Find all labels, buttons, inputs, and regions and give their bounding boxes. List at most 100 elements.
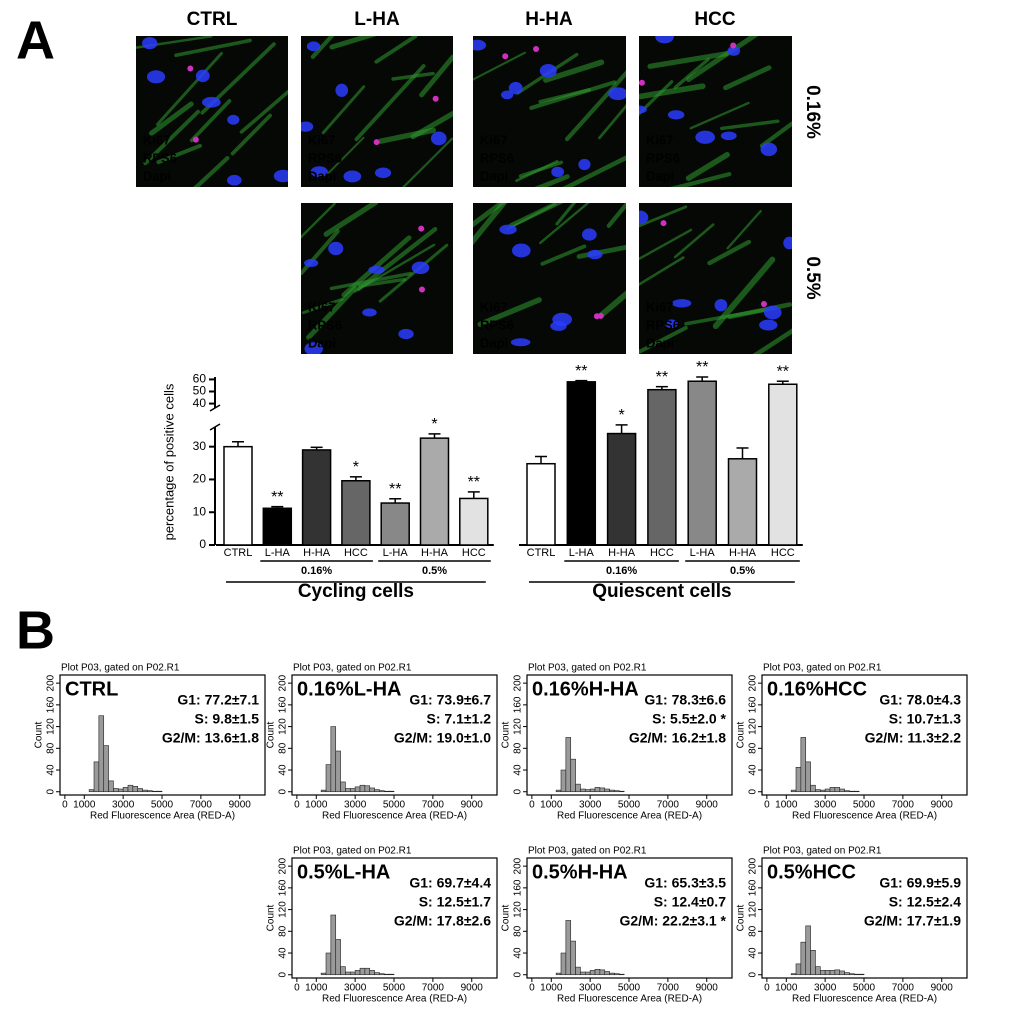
cell-fiber	[329, 36, 377, 50]
y-tick-label: 160	[513, 879, 524, 896]
stain-label: Dapi	[308, 168, 336, 183]
ki67-spot	[597, 312, 604, 319]
bar	[380, 502, 410, 546]
x-tick-label: H-HA	[608, 547, 636, 559]
cell-fiber	[473, 203, 508, 246]
histogram-bar	[383, 973, 390, 976]
cell-fiber	[419, 54, 453, 98]
histogram-bar	[594, 969, 601, 976]
cell-fiber	[606, 203, 626, 228]
x-tick-label: 0	[294, 800, 300, 811]
nucleus	[343, 170, 362, 183]
histogram-bar	[379, 973, 385, 976]
histogram-bar	[599, 969, 606, 976]
nucleus	[581, 228, 597, 241]
annotation: G2/M: 22.2±3.1 *	[619, 913, 726, 929]
cell-fiber	[752, 328, 792, 354]
histogram-bar	[335, 939, 341, 976]
nucleus	[550, 321, 567, 331]
nucleus	[759, 319, 778, 331]
histogram-bar	[575, 783, 581, 793]
significance-label: **	[777, 363, 789, 380]
histogram-bar	[800, 737, 807, 793]
nucleus	[335, 83, 349, 97]
cell-fiber	[356, 227, 438, 291]
x-tick-label: 1000	[305, 800, 328, 811]
x-tick-label: 9000	[931, 800, 954, 811]
y-tick-label: 20	[193, 472, 207, 486]
histogram-bar	[618, 973, 625, 976]
x-axis-label: Red Fluorescence Area (RED-A)	[322, 811, 467, 822]
stain-label: Dapi	[646, 168, 674, 183]
stain-label: Ki67	[646, 132, 673, 147]
y-tick-label: 200	[513, 674, 524, 691]
significance-label: **	[656, 369, 668, 386]
y-tick-label: 200	[278, 674, 289, 691]
cell-fiber	[327, 136, 365, 175]
histogram-bar	[604, 788, 610, 793]
y-tick-label: 160	[748, 879, 759, 896]
x-tick-label: 7000	[190, 800, 213, 811]
nucleus	[227, 114, 240, 125]
cell-fiber	[193, 156, 230, 187]
annotation: S: 12.4±0.7	[654, 894, 726, 910]
stain-label: RPS6	[308, 150, 342, 165]
nucleus	[195, 69, 210, 83]
y-axis-label: Count	[34, 721, 45, 748]
x-tick-label: 5000	[618, 983, 641, 994]
histogram-bar	[609, 972, 615, 976]
x-tick-label: L-HA	[690, 547, 716, 559]
cell-fiber	[378, 127, 437, 144]
significance-label: **	[468, 474, 480, 491]
histogram-bar	[156, 790, 163, 793]
cell-fiber	[310, 36, 335, 60]
y-tick-label: 160	[278, 879, 289, 896]
nucleus	[720, 131, 737, 141]
nucleus	[695, 130, 716, 144]
nucleus	[398, 328, 414, 340]
cell-fiber	[473, 51, 526, 81]
y-tick-label: 80	[513, 925, 524, 937]
cell-fiber	[302, 297, 344, 315]
x-tick-label: 5000	[853, 800, 876, 811]
cell-fiber	[539, 203, 590, 245]
y-tick-label: 40	[513, 764, 524, 776]
significance-label: **	[696, 359, 708, 376]
nucleus	[539, 64, 557, 78]
x-axis-label: Red Fluorescence Area (RED-A)	[792, 994, 937, 1005]
nucleus	[587, 249, 603, 260]
nucleus	[310, 166, 328, 178]
x-tick-label: CTRL	[527, 547, 556, 559]
cell-fiber	[673, 223, 715, 259]
x-tick-label: 9000	[696, 983, 719, 994]
histogram-bar	[795, 767, 802, 793]
ki67-spot	[418, 286, 425, 293]
histogram-bar	[147, 790, 153, 793]
annotation: S: 10.7±1.3	[889, 711, 961, 727]
nucleus	[227, 174, 242, 186]
plot-title: 0.5%L-HA	[297, 861, 390, 883]
y-tick-label: 80	[278, 742, 289, 754]
cell-fiber	[306, 285, 358, 340]
annotation: S: 5.5±2.0 *	[652, 711, 726, 727]
histogram-bar	[369, 787, 375, 793]
y-axis-label: Count	[736, 721, 747, 748]
nucleus	[763, 305, 782, 320]
ki67-spot	[639, 79, 645, 86]
histogram-bar	[137, 788, 143, 793]
annotation: G1: 69.9±5.9	[879, 875, 961, 891]
histogram-bar	[829, 787, 836, 793]
annotation: G1: 65.3±3.5	[644, 875, 726, 891]
cell-fiber	[143, 109, 201, 166]
y-tick-label: 40	[278, 764, 289, 776]
y-tick-label: 0	[278, 972, 289, 978]
plot-title: 0.5%H-HA	[532, 861, 628, 883]
row-label: 0.16%	[802, 85, 823, 139]
plot-header: Plot P03, gated on P02.R1	[528, 846, 647, 857]
nucleus	[760, 142, 778, 157]
cell-fiber	[689, 101, 750, 130]
histogram-bar	[379, 790, 385, 793]
nucleus	[374, 167, 392, 179]
x-tick-label: 7000	[422, 983, 445, 994]
nucleus	[608, 87, 626, 101]
